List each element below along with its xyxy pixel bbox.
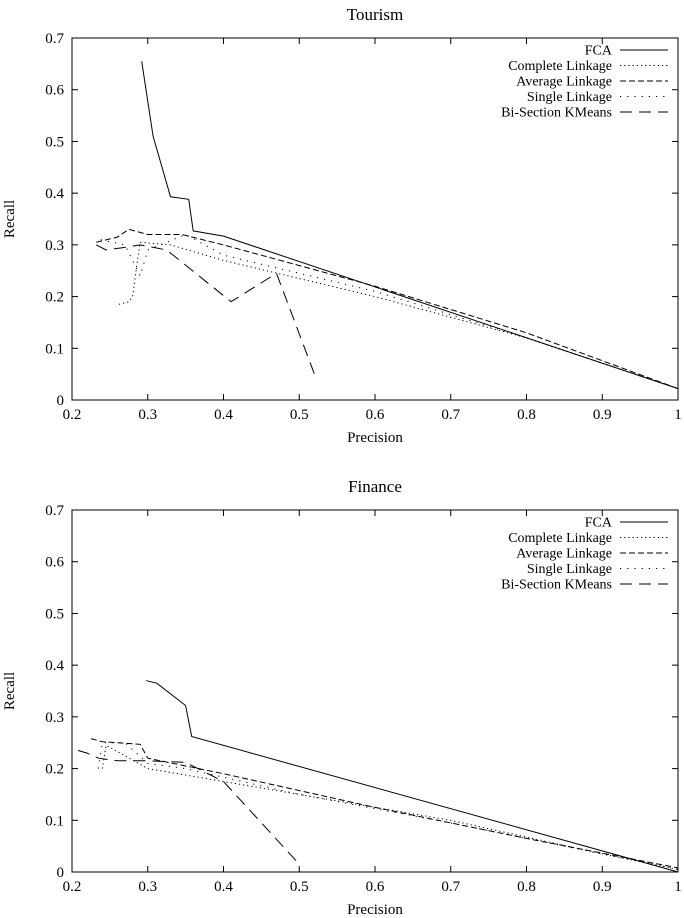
- series-line-3: [90, 738, 679, 869]
- y-tick-label: 0.3: [45, 238, 64, 254]
- series-line-2: [118, 241, 679, 390]
- x-tick-label: 0.3: [138, 407, 157, 423]
- y-tick-label: 0.5: [45, 606, 64, 622]
- y-axis-label: Recall: [2, 200, 18, 238]
- series-line-4: [98, 742, 679, 870]
- x-tick-label: 0.7: [441, 879, 460, 895]
- x-tick-label: 1: [674, 407, 682, 423]
- legend-label: Single Linkage: [527, 562, 612, 577]
- y-tick-label: 0: [57, 393, 65, 409]
- y-tick-label: 0: [57, 865, 65, 881]
- chart-panel-1: Tourism 0.2 0.3 0.4 0.5 0.6 0.7 0.8 0.9 1 0 0.1 0.2 0…: [2, 5, 682, 446]
- y-tick-label: 0.7: [45, 503, 64, 519]
- y-tick-label: 0.2: [45, 290, 64, 306]
- y-tick-label: 0.2: [45, 762, 64, 778]
- x-tick-label: 0.7: [441, 407, 460, 423]
- x-tick-label: 0.4: [214, 879, 233, 895]
- legend-label: Average Linkage: [516, 75, 612, 90]
- x-tick-label: 0.2: [63, 879, 82, 895]
- legend-label: Single Linkage: [527, 90, 612, 105]
- series-line-1: [146, 680, 679, 873]
- y-tick-label: 0.1: [45, 341, 64, 357]
- x-axis-label: Precision: [347, 430, 403, 446]
- legend-label: Complete Linkage: [508, 59, 612, 74]
- x-tick-label: 0.3: [138, 879, 157, 895]
- x-tick-label: 0.8: [517, 407, 536, 423]
- y-tick-label: 0.6: [45, 555, 64, 571]
- x-tick-label: 0.5: [290, 407, 309, 423]
- chart-panel-2: Finance 0.2 0.3 0.4 0.5 0.6 0.7 0.8 0.9 1 0 0.1 0.2 0…: [2, 477, 682, 918]
- y-tick-label: 0.7: [45, 31, 64, 47]
- legend-label: Bi-Section KMeans: [501, 578, 612, 593]
- x-tick-label: 0.6: [366, 407, 385, 423]
- x-tick-label: 1: [674, 879, 682, 895]
- legend-label: Average Linkage: [516, 547, 612, 562]
- y-tick-label: 0.4: [45, 658, 64, 674]
- x-tick-label: 0.4: [214, 407, 233, 423]
- y-tick-label: 0.5: [45, 134, 64, 150]
- series-line-2: [101, 744, 679, 870]
- legend-label: Bi-Section KMeans: [501, 106, 612, 121]
- y-tick-label: 0.1: [45, 813, 64, 829]
- y-axis-label: Recall: [2, 672, 18, 710]
- y-tick-label: 0.3: [45, 710, 64, 726]
- x-tick-label: 0.2: [63, 407, 82, 423]
- y-tick-label: 0.4: [45, 186, 64, 202]
- legend-label: FCA: [585, 44, 613, 59]
- series-line-5: [77, 750, 300, 865]
- legend-label: FCA: [585, 516, 613, 531]
- x-tick-label: 0.6: [366, 879, 385, 895]
- x-axis-label: Precision: [347, 902, 403, 918]
- chart-title: Tourism: [347, 5, 403, 24]
- series-line-3: [96, 228, 679, 390]
- series-line-5: [95, 244, 315, 375]
- x-tick-label: 0.9: [593, 407, 612, 423]
- series-line-1: [141, 61, 679, 390]
- x-tick-label: 0.5: [290, 879, 309, 895]
- chart-title: Finance: [348, 477, 402, 496]
- legend-label: Complete Linkage: [508, 531, 612, 546]
- series-line-4: [100, 233, 679, 390]
- x-tick-label: 0.9: [593, 879, 612, 895]
- y-tick-label: 0.6: [45, 83, 64, 99]
- x-tick-label: 0.8: [517, 879, 536, 895]
